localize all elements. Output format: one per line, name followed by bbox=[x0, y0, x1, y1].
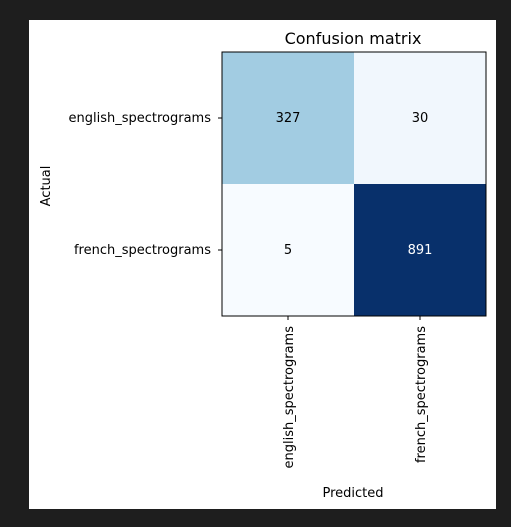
y-axis-ticks: english_spectrograms french_spectrograms bbox=[68, 111, 222, 258]
y-tick-label-0: english_spectrograms bbox=[68, 111, 211, 126]
x-tick-label-1: french_spectrograms bbox=[414, 326, 429, 463]
heatmap-cell-r0-c1 bbox=[354, 52, 486, 184]
heatmap-cell-r1-c1 bbox=[354, 184, 486, 316]
y-axis-label: Actual bbox=[39, 166, 54, 207]
heatmap-cells bbox=[222, 52, 486, 316]
cell-value-r1-c0: 5 bbox=[284, 243, 292, 258]
cell-value-r0-c1: 30 bbox=[412, 111, 429, 126]
chart-figure: Confusion matrix 327 30 5 891 english_spect… bbox=[29, 20, 496, 509]
y-tick-label-1: french_spectrograms bbox=[74, 243, 211, 258]
heatmap-cell-r0-c0 bbox=[222, 52, 354, 184]
chart-title: Confusion matrix bbox=[285, 29, 422, 48]
heatmap-cell-labels: 327 30 5 891 bbox=[276, 111, 433, 258]
x-tick-label-0: english_spectrograms bbox=[282, 326, 297, 469]
cell-value-r0-c0: 327 bbox=[276, 111, 301, 126]
x-axis-ticks: english_spectrograms french_spectrograms bbox=[282, 316, 429, 469]
confusion-matrix-chart: Confusion matrix 327 30 5 891 english_spect… bbox=[39, 29, 487, 501]
plot-frame bbox=[221, 51, 487, 317]
heatmap-cell-r1-c0 bbox=[222, 184, 354, 316]
cell-value-r1-c1: 891 bbox=[408, 243, 433, 258]
x-axis-label: Predicted bbox=[322, 486, 383, 501]
